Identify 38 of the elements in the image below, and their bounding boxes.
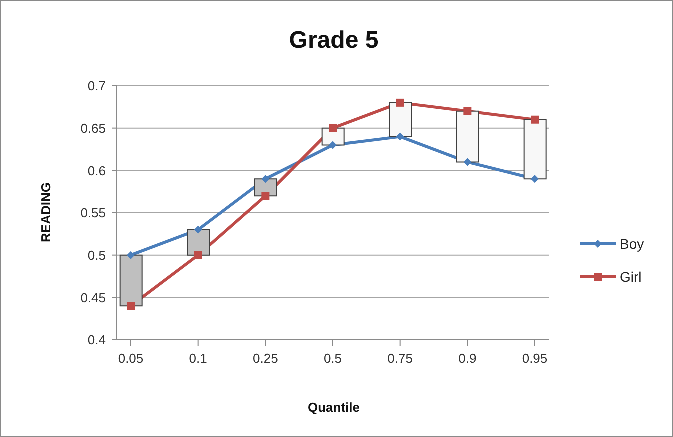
x-tick-label: 0.1 (189, 351, 208, 366)
x-tick-label: 0.5 (324, 351, 342, 366)
bar (456, 110, 480, 163)
point (127, 251, 135, 260)
chart-title: Grade 5 (288, 27, 380, 55)
bar (120, 254, 143, 307)
y-tick-label: 0.55 (80, 206, 106, 221)
x-tick-label: 0.25 (253, 351, 278, 366)
point (464, 107, 472, 116)
point (396, 98, 404, 107)
x-tick-label: 0.75 (388, 351, 413, 366)
legend-label: Girl (620, 268, 642, 284)
bar (389, 102, 412, 138)
y-tick-label: 0.5 (88, 248, 106, 263)
point (194, 251, 202, 260)
point (127, 302, 135, 310)
point (396, 132, 404, 141)
point (464, 158, 472, 166)
x-tick-label: 0.95 (522, 351, 548, 366)
point (531, 116, 539, 124)
point (262, 175, 270, 184)
y-tick-label: 0.6 (88, 163, 106, 178)
point (194, 226, 202, 234)
point (329, 124, 337, 132)
y-axis-title: READING (38, 182, 54, 244)
x-tick-label: 0.9 (458, 351, 477, 366)
y-tick-label: 0.7 (88, 78, 106, 94)
point (329, 141, 337, 150)
legend-label: Boy (620, 236, 644, 252)
point (531, 175, 539, 184)
bar (187, 229, 210, 256)
y-tick-label: 0.4 (88, 332, 106, 348)
point (262, 192, 270, 200)
x-axis-title: Quantile (306, 400, 361, 415)
x-tick-label: 0.05 (118, 351, 144, 366)
bar (524, 119, 547, 180)
y-tick-label: 0.65 (80, 120, 106, 136)
y-tick-label: 0.45 (80, 290, 106, 306)
